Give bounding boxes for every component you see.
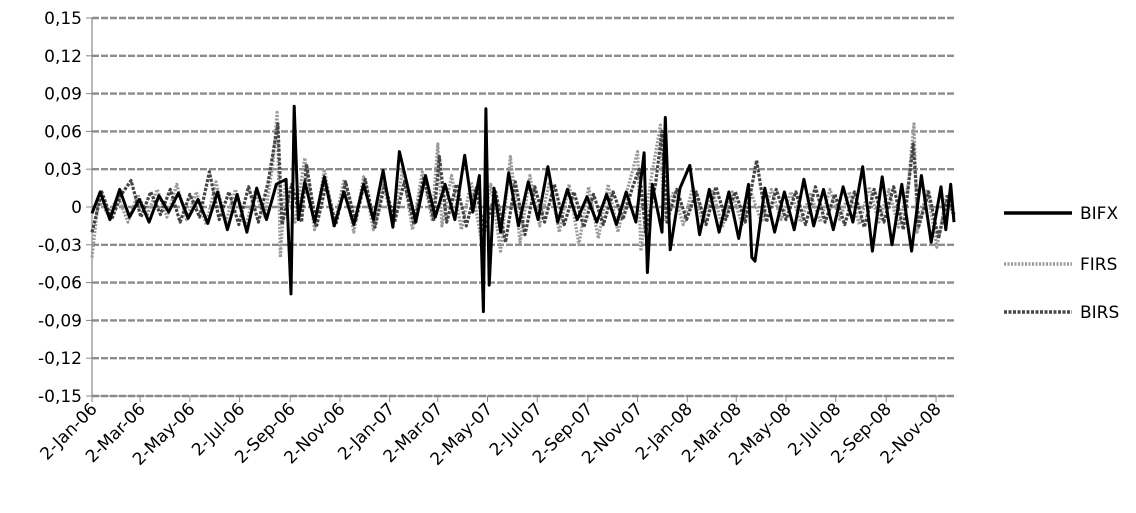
series-line-bifx: [90, 104, 956, 314]
y-tick-label: -0,06: [38, 274, 82, 294]
series-line-firs: [90, 110, 956, 259]
y-tick-label: 0,09: [44, 85, 82, 105]
legend: BIFX FIRS BIRS: [1004, 204, 1119, 323]
y-tick-label: 0,06: [44, 122, 82, 142]
legend-label-bifx: BIFX: [1080, 204, 1118, 224]
axes: 0,15 0,12 0,09 0,06 0,03 0 -0,03 -0,06 -0,09 -0,1…: [37, 9, 954, 470]
y-tick-label: -0,03: [38, 236, 82, 256]
y-tick-label: 0,15: [44, 9, 82, 29]
y-tick-label: -0,12: [38, 349, 82, 369]
y-tick-label: 0,12: [44, 47, 82, 67]
y-tick-label: -0,09: [38, 311, 82, 331]
legend-label-firs: FIRS: [1080, 255, 1117, 275]
legend-label-birs: BIRS: [1080, 303, 1119, 323]
y-tick-label: 0: [71, 198, 82, 218]
y-tick-label: 0,03: [44, 160, 82, 180]
series-lines: [90, 104, 956, 314]
y-tick-label: -0,15: [38, 387, 82, 407]
